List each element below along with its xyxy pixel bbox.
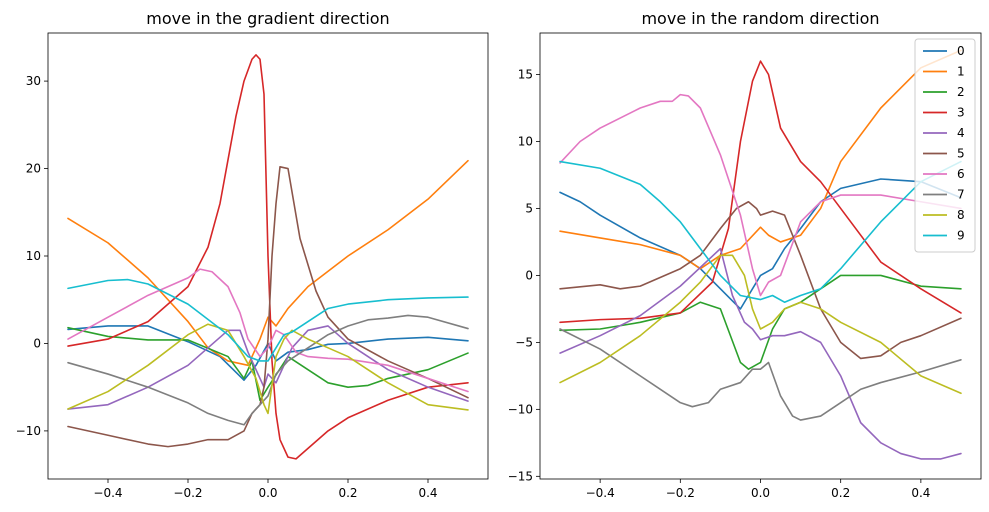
right-series-line-3 bbox=[559, 60, 962, 324]
left-x-tick-label: 0.0 bbox=[258, 486, 277, 500]
right-legend-label: 8 bbox=[957, 208, 965, 222]
right-series-line-2 bbox=[559, 274, 962, 370]
right-x-tick-label: −0.4 bbox=[586, 486, 615, 500]
left-chart: move in the gradient direction −0.4 −0.2 0… bbox=[16, 9, 489, 500]
left-series-line-5 bbox=[67, 166, 469, 448]
left-series-line-1 bbox=[67, 159, 469, 367]
left-x-tick-label: 0.2 bbox=[338, 486, 357, 500]
right-legend: 0 1 2 3 4 5 6 7 8 9 bbox=[914, 38, 976, 253]
right-y-tick-label: −15 bbox=[508, 469, 533, 483]
left-series-group bbox=[67, 54, 469, 460]
left-chart-title: move in the gradient direction bbox=[146, 9, 389, 28]
right-series-line-7 bbox=[559, 328, 962, 421]
right-x-tick-label: 0.4 bbox=[911, 486, 930, 500]
right-x-tick-label: −0.2 bbox=[666, 486, 695, 500]
left-y-tick-label: 0 bbox=[33, 336, 41, 350]
right-legend-label: 5 bbox=[957, 147, 965, 161]
right-chart-title: move in the random direction bbox=[641, 9, 879, 28]
left-x-tick-label: −0.4 bbox=[93, 486, 122, 500]
left-series-line-9 bbox=[67, 278, 469, 362]
right-series-group bbox=[559, 49, 962, 460]
right-series-line-0 bbox=[559, 178, 962, 310]
left-x-tick-label: −0.2 bbox=[173, 486, 202, 500]
right-y-tick-label: 5 bbox=[525, 201, 533, 215]
right-legend-label: 4 bbox=[957, 126, 965, 140]
left-y-tick-label: 20 bbox=[26, 162, 41, 176]
right-series-line-6 bbox=[559, 93, 962, 297]
right-series-line-9 bbox=[559, 160, 962, 304]
right-legend-label: 1 bbox=[957, 65, 965, 79]
left-series-line-2 bbox=[67, 326, 469, 402]
right-series-line-4 bbox=[559, 247, 962, 460]
right-legend-label: 2 bbox=[957, 85, 965, 99]
left-series-line-6 bbox=[67, 268, 469, 393]
left-series-line-4 bbox=[67, 325, 469, 410]
right-series-line-5 bbox=[559, 200, 962, 360]
right-y-tick-label: 0 bbox=[525, 268, 533, 282]
left-y-tick-label: 30 bbox=[26, 74, 41, 88]
right-series-line-8 bbox=[559, 254, 962, 395]
right-legend-label: 6 bbox=[957, 167, 965, 181]
right-y-tick-label: −5 bbox=[515, 335, 533, 349]
right-x-tick-label: 0.2 bbox=[831, 486, 850, 500]
right-y-tick-label: 10 bbox=[518, 134, 533, 148]
left-series-line-8 bbox=[67, 323, 469, 415]
right-series-line-1 bbox=[559, 49, 962, 270]
left-y-tick-label: 10 bbox=[26, 249, 41, 263]
left-y-tick-label: −10 bbox=[16, 424, 41, 438]
left-x-tick-label: 0.4 bbox=[418, 486, 437, 500]
right-y-tick-label: 15 bbox=[518, 68, 533, 82]
right-legend-label: 3 bbox=[957, 106, 965, 120]
right-legend-label: 9 bbox=[957, 229, 965, 243]
right-x-tick-label: 0.0 bbox=[751, 486, 770, 500]
right-legend-label: 7 bbox=[957, 188, 965, 202]
right-y-tick-label: −10 bbox=[508, 402, 533, 416]
right-chart: move in the random direction −0.4 −0.2 0.0… bbox=[508, 9, 982, 500]
left-series-line-3 bbox=[67, 54, 469, 460]
right-legend-label: 0 bbox=[957, 44, 965, 58]
